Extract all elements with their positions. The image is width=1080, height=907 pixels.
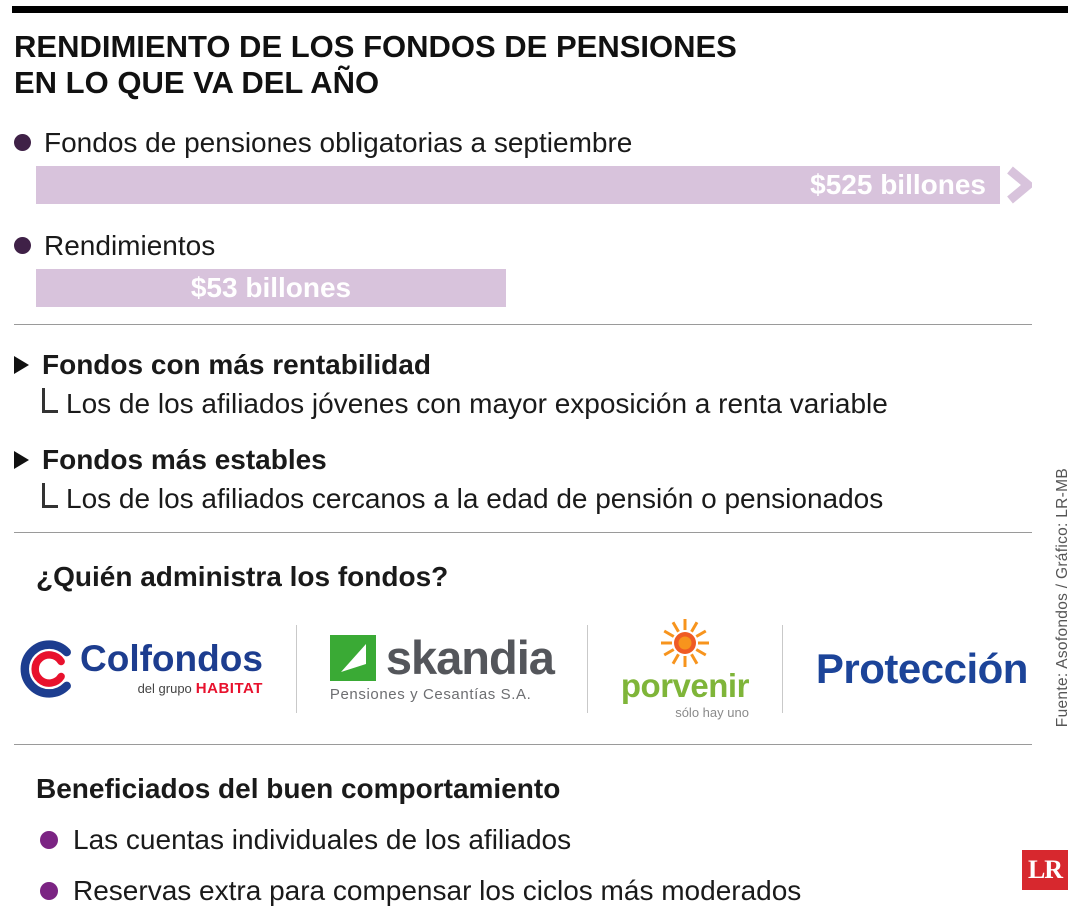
bullet-icon <box>14 237 31 255</box>
benefits-heading: Beneficiados del buen comportamiento <box>36 772 561 804</box>
bullet-icon <box>14 134 31 152</box>
skandia-arrow-icon <box>340 643 366 672</box>
triangle-bullet-icon <box>14 355 29 374</box>
colfondos-logo: Colfondos del grupo HABITAT <box>18 639 263 699</box>
logo-separator <box>295 624 297 713</box>
highlight-detail-row: Los de los afiliados cercanos a la edad … <box>42 482 1032 515</box>
page-title-line2: EN LO QUE VA DEL AÑO <box>14 64 380 100</box>
highlight-estables: Fondos más estables Los de los afiliados… <box>14 444 1032 515</box>
fund-managers-row: Colfondos del grupo HABITAT skandia Pens… <box>14 611 1032 727</box>
admin-heading: ¿Quién administra los fondos? <box>36 560 449 592</box>
skandia-square-icon <box>329 634 376 681</box>
chevron-right-icon <box>1007 166 1032 204</box>
bar-label-row-total: Fondos de pensiones obligatorias a septi… <box>14 127 1032 159</box>
page-title: RENDIMIENTO DE LOS FONDOS DE PENSIONES EN… <box>14 29 1032 101</box>
benefit-item: Reservas extra para compensar los ciclos… <box>14 875 1032 907</box>
infographic: RENDIMIENTO DE LOS FONDOS DE PENSIONES EN… <box>0 29 1080 907</box>
proteccion-name: Protección <box>815 644 1029 692</box>
bar-total: $525 billones <box>36 165 1000 204</box>
highlight-title: Fondos con más rentabilidad <box>42 348 431 380</box>
bar-row-total: $525 billones <box>36 165 1032 204</box>
divider <box>14 743 1032 745</box>
porvenir-name: porvenir <box>620 667 750 705</box>
lr-logo: LR <box>1022 850 1068 890</box>
logo-separator <box>781 624 783 713</box>
divider <box>14 323 1032 325</box>
highlight-title: Fondos más estables <box>42 443 327 475</box>
bullet-icon <box>40 881 58 900</box>
bar-yield-value: $53 billones <box>190 271 352 303</box>
skandia-row: skandia <box>329 630 555 684</box>
skandia-logo: skandia Pensiones y Cesantías S.A. <box>329 630 555 703</box>
porvenir-tagline: sólo hay uno <box>675 705 749 721</box>
colfondos-swoosh-icon <box>20 640 71 698</box>
corner-branch-icon <box>42 482 58 508</box>
bar-total-value: $525 billones <box>810 168 986 200</box>
page-title-line1: RENDIMIENTO DE LOS FONDOS DE PENSIONES <box>14 29 737 64</box>
highlight-title-row: Fondos con más rentabilidad <box>14 349 1032 381</box>
bar-label-row-yield: Rendimientos <box>14 230 1032 262</box>
bullet-icon <box>40 830 58 849</box>
triangle-bullet-icon <box>14 450 29 469</box>
porvenir-sun-icon <box>660 619 709 668</box>
colfondos-tagline-prefix: del grupo <box>137 681 192 697</box>
benefit-item: Las cuentas individuales de los afiliado… <box>14 824 1032 856</box>
corner-branch-icon <box>42 387 58 413</box>
proteccion-logo: Protección <box>815 644 1029 693</box>
skandia-name: skandia <box>385 630 555 684</box>
benefit-text: Reservas extra para compensar los ciclos… <box>73 874 802 906</box>
colfondos-tagline-brand: HABITAT <box>195 680 263 698</box>
divider <box>14 531 1032 533</box>
highlight-detail-row: Los de los afiliados jóvenes con mayor e… <box>42 387 1032 420</box>
highlight-detail: Los de los afiliados jóvenes con mayor e… <box>66 387 888 419</box>
highlight-rentabilidad: Fondos con más rentabilidad Los de los a… <box>14 349 1032 420</box>
highlight-title-row: Fondos más estables <box>14 444 1032 476</box>
highlight-detail: Los de los afiliados cercanos a la edad … <box>66 482 884 514</box>
bar-label-total: Fondos de pensiones obligatorias a septi… <box>44 126 633 158</box>
skandia-tagline: Pensiones y Cesantías S.A. <box>329 685 532 703</box>
colfondos-name: Colfondos <box>80 638 263 680</box>
source-credit: Fuente: Asofondos / Gráfico: LR-MB <box>1054 468 1071 728</box>
porvenir-logo: porvenir sólo hay uno <box>621 617 749 720</box>
top-rule <box>12 6 1068 13</box>
bar-row-yield: $53 billones <box>36 268 1032 307</box>
colfondos-text: Colfondos del grupo HABITAT <box>80 640 263 697</box>
benefit-text: Las cuentas individuales de los afiliado… <box>73 823 572 855</box>
bar-label-yield: Rendimientos <box>44 229 216 261</box>
logo-separator <box>586 624 588 713</box>
colfondos-tagline: del grupo HABITAT <box>138 680 263 697</box>
bar-yield: $53 billones <box>36 268 506 307</box>
